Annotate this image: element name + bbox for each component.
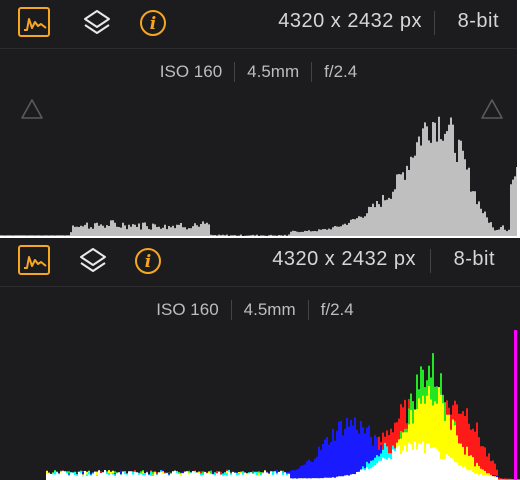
histogram-panel-luminance: i 4320 x 2432 px 8-bit ISO 160 4.5mm f/2… xyxy=(0,0,517,236)
rgb-histogram xyxy=(0,330,520,480)
luminance-histogram xyxy=(0,116,517,236)
waveform-icon xyxy=(24,18,47,31)
bit-depth: 8-bit xyxy=(453,248,495,270)
highlight-clipping-toggle[interactable] xyxy=(480,98,504,120)
aperture-value: f/2.4 xyxy=(320,300,354,319)
iso-value: ISO 160 xyxy=(159,62,223,81)
layers-icon xyxy=(84,10,110,34)
bit-depth: 8-bit xyxy=(457,10,499,32)
exif-separator xyxy=(307,300,309,320)
histogram-fill xyxy=(0,116,517,236)
histogram-mode-button[interactable] xyxy=(18,245,52,277)
triangle-outline-icon xyxy=(481,99,503,119)
exif-info: ISO 160 4.5mm f/2.4 xyxy=(0,300,520,320)
layers-button[interactable] xyxy=(80,7,114,39)
svg-text:i: i xyxy=(150,14,156,34)
histogram-highlight-clip xyxy=(514,330,517,480)
layers-button[interactable] xyxy=(76,245,110,277)
triangle-outline-icon xyxy=(21,99,43,119)
waveform-icon xyxy=(24,256,47,269)
histogram-mode-button[interactable] xyxy=(18,7,52,39)
toolbar-divider xyxy=(434,11,435,35)
toolbar: i 4320 x 2432 px 8-bit xyxy=(0,238,520,284)
info-button[interactable]: i xyxy=(131,245,165,277)
exif-separator xyxy=(230,300,232,320)
info-button[interactable]: i xyxy=(136,7,170,39)
exif-separator xyxy=(234,62,236,82)
toolbar-divider-line xyxy=(0,48,517,49)
toolbar-divider-line xyxy=(0,286,520,287)
layers-icon xyxy=(80,248,106,272)
exif-separator xyxy=(311,62,313,82)
toolbar: i 4320 x 2432 px 8-bit xyxy=(0,0,517,46)
exif-info: ISO 160 4.5mm f/2.4 xyxy=(0,62,517,82)
info-icon: i xyxy=(135,248,161,274)
shadow-clipping-toggle[interactable] xyxy=(20,98,44,120)
image-dimensions: 4320 x 2432 px xyxy=(272,248,416,270)
info-icon: i xyxy=(140,10,166,36)
iso-value: ISO 160 xyxy=(156,300,219,319)
histogram-layer-white xyxy=(0,441,520,480)
svg-text:i: i xyxy=(145,252,151,272)
aperture-value: f/2.4 xyxy=(324,62,358,81)
focal-length-value: 4.5mm xyxy=(247,62,300,81)
toolbar-divider xyxy=(430,249,431,273)
image-dimensions: 4320 x 2432 px xyxy=(278,10,422,32)
histogram-panel-rgb: i 4320 x 2432 px 8-bit ISO 160 4.5mm f/2… xyxy=(0,238,520,480)
focal-length-value: 4.5mm xyxy=(243,300,296,319)
